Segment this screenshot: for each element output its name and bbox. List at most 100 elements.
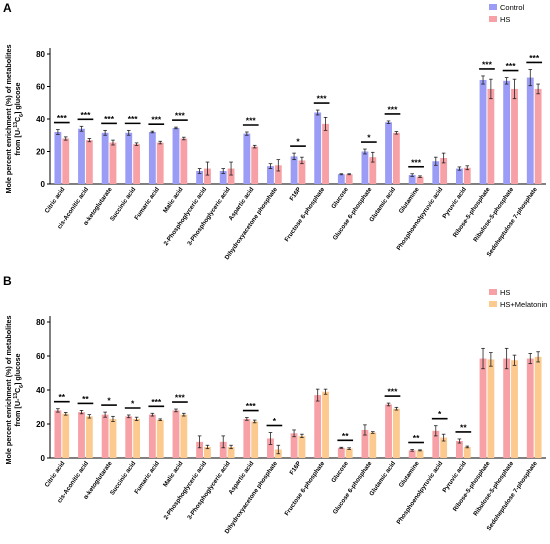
bar-hs-melatonin [369, 432, 377, 458]
significance-label: ** [413, 433, 420, 443]
y-tick-label: 60 [36, 83, 45, 92]
x-tick-label: Sedoheptulose 7-phosphate [486, 460, 540, 532]
bar-hs [526, 358, 534, 458]
y-axis-label-line2: from [U-13C6] glucose [13, 353, 25, 426]
x-tick-label: Fructose 6-phosphate [283, 460, 326, 517]
bar-hs [385, 404, 392, 458]
x-tick-label: Glucose [330, 460, 350, 484]
bar-control [385, 122, 392, 184]
bar-hs [62, 138, 70, 184]
bar-control [455, 168, 463, 184]
bar-hs [156, 142, 164, 184]
x-tick-label: 2-Phosphoglyceric acid [163, 460, 209, 521]
panel-a: A 0 20 40 60 80 Mole percent enrichment (%) of… [3, 1, 546, 261]
bar-hs-melatonin [534, 356, 542, 458]
significance-label: *** [411, 157, 422, 167]
y-axis-label-part: ] glucose [13, 353, 22, 385]
significance-label: *** [151, 397, 162, 407]
significance-label: *** [388, 387, 399, 397]
bar-hs [148, 414, 156, 458]
bar-control [267, 166, 274, 184]
significance-label: *** [57, 113, 68, 123]
panel-b: B 0 20 40 60 80 Mole percent enrichment (%) of… [3, 274, 547, 535]
bar-control [314, 112, 322, 184]
bar-hs [251, 146, 259, 184]
bar-hs [392, 132, 400, 184]
y-tick-label: 40 [36, 115, 45, 124]
bar-hs-melatonin [251, 421, 259, 458]
x-tick-label: Ribulose-5-phosphate [472, 460, 515, 518]
y-tick-label: 60 [36, 352, 45, 361]
y-axis-label-part: C [13, 388, 22, 393]
x-tick-label: F16P [288, 186, 302, 202]
y-axis-label-sub: 6 [19, 385, 25, 388]
x-tick-label: Fructose 6-phosphate [283, 186, 326, 243]
bar-hs [503, 358, 511, 458]
bar-control [503, 80, 511, 184]
x-tick-label: Phosphoenolpyruvic acid [395, 460, 444, 526]
bar-control [243, 133, 251, 184]
bar-hs [85, 140, 93, 184]
significance-label: *** [506, 61, 517, 71]
y-axis-label-part: from [U- [13, 127, 22, 156]
x-tick-label: Citric acid [44, 186, 67, 215]
bar-control [408, 175, 416, 184]
legend-swatch [489, 4, 497, 10]
bar-hs [511, 88, 518, 184]
bar-hs [455, 441, 463, 458]
y-tick-label: 20 [36, 420, 45, 429]
x-tick-label: Pyruvic acid [441, 186, 468, 220]
significance-label: *** [175, 393, 186, 403]
x-tick-label: Glutamine [398, 460, 421, 489]
legend-swatch [489, 16, 497, 22]
x-tick-label: Dihydroxyacetone phosphate [224, 460, 280, 535]
legend-label: Control [500, 3, 525, 12]
bar-hs [109, 142, 117, 184]
x-tick-label: 3-Phosphoglyceric acid [186, 186, 232, 247]
bar-hs [479, 358, 487, 458]
y-axis-label-part: ] glucose [13, 82, 22, 114]
bar-hs [440, 158, 448, 184]
bar-control [479, 80, 487, 184]
bar-hs [54, 410, 62, 458]
bar-hs-melatonin [133, 418, 141, 458]
bar-hs [534, 88, 542, 184]
bar-hs [463, 167, 471, 184]
bar-hs [180, 138, 188, 184]
bar-hs-melatonin [85, 416, 93, 458]
y-axis-label-line2: from [U-13C6] glucose [13, 82, 25, 155]
legend-label: HS+Melatonin [500, 300, 547, 309]
significance-label: * [273, 416, 277, 426]
bar-control [148, 132, 156, 184]
significance-label: *** [128, 114, 139, 124]
bar-control [526, 77, 534, 184]
y-tick-label: 80 [36, 318, 45, 327]
bar-hs-melatonin [204, 446, 211, 458]
significance-label: *** [246, 116, 257, 126]
bar-hs [290, 433, 298, 458]
y-axis-label-sub: 6 [19, 114, 25, 117]
bar-hs-melatonin [392, 408, 400, 458]
bar-hs [101, 414, 109, 458]
significance-label: *** [529, 53, 540, 63]
x-tick-label: Fumaric acid [133, 460, 161, 495]
y-axis-label-line1: Mole percent enrichment (%) of metabolit… [4, 45, 13, 194]
x-tick-label: Citric acid [44, 460, 67, 489]
bar-control [54, 132, 62, 184]
significance-label: *** [80, 110, 91, 120]
y-axis-label-line1: Mole percent enrichment (%) of metabolit… [4, 316, 13, 465]
bar-hs-melatonin [487, 359, 495, 458]
significance-label: ** [460, 422, 467, 432]
panel-letter: B [3, 274, 12, 288]
significance-label: * [296, 137, 300, 147]
bar-control [196, 171, 204, 184]
y-axis-label-part: C [13, 117, 22, 122]
bar-control [172, 127, 180, 184]
bar-control [125, 132, 133, 184]
significance-label: *** [246, 401, 257, 411]
x-tick-label: Sedoheptulose 7-phosphate [486, 186, 540, 258]
x-tick-label: Dihydroxyacetone phosphate [224, 186, 280, 261]
significance-label: * [107, 396, 111, 406]
